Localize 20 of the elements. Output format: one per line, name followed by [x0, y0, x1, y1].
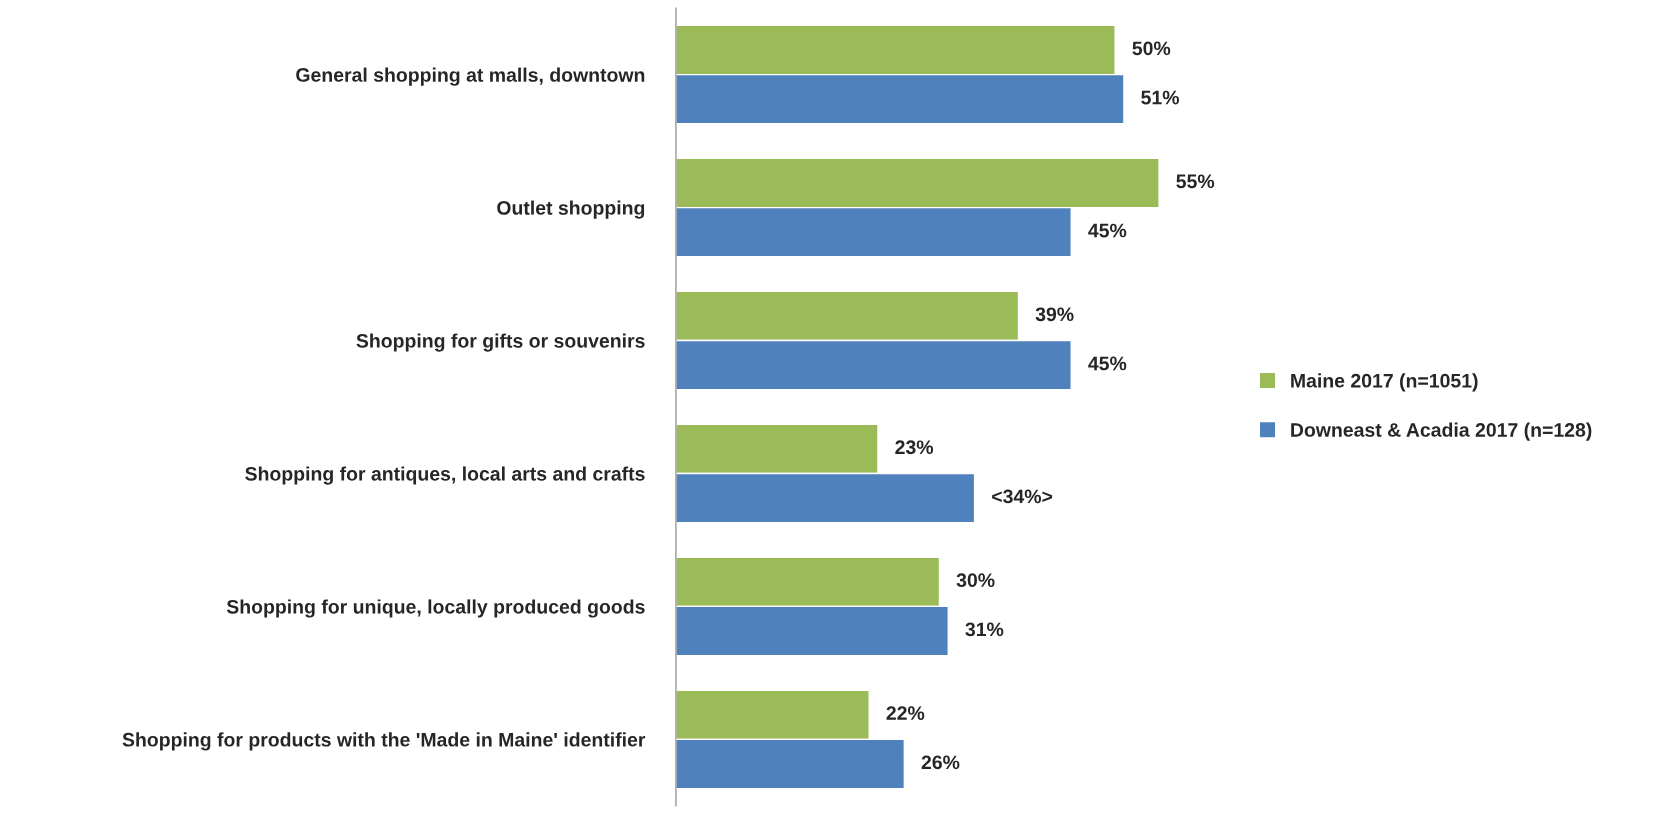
data-label: 45%	[1088, 223, 1127, 238]
data-label: 22%	[886, 706, 925, 720]
data-label: 39%	[1035, 307, 1074, 322]
y-tick-label: Shopping for antiques, local arts and crafts	[245, 466, 645, 485]
data-label: 23%	[895, 440, 934, 455]
data-label: 26%	[921, 755, 960, 770]
data-label: 45%	[1088, 356, 1127, 371]
data-label: 55%	[1176, 174, 1215, 189]
data-label: 50%	[1132, 41, 1171, 56]
y-tick-label: Shopping for gifts or souvenirs	[356, 333, 645, 352]
data-label: 30%	[956, 573, 995, 588]
legend-label: Maine 2017 (n=1051)	[1291, 373, 1478, 392]
y-tick-label: Shopping for unique, locally produced goods	[226, 599, 645, 618]
y-tick-label: Shopping for products with the 'Made in Maine' identifier	[122, 732, 646, 751]
data-label: <34%>	[992, 489, 1053, 504]
legend-label: Downeast & Acadia 2017 (n=128)	[1291, 422, 1592, 441]
data-label: 51%	[1141, 90, 1180, 105]
y-tick-label: General shopping at malls, downtown	[296, 67, 645, 86]
data-label: 31%	[965, 622, 1004, 637]
y-tick-label: Outlet shopping	[497, 200, 645, 219]
